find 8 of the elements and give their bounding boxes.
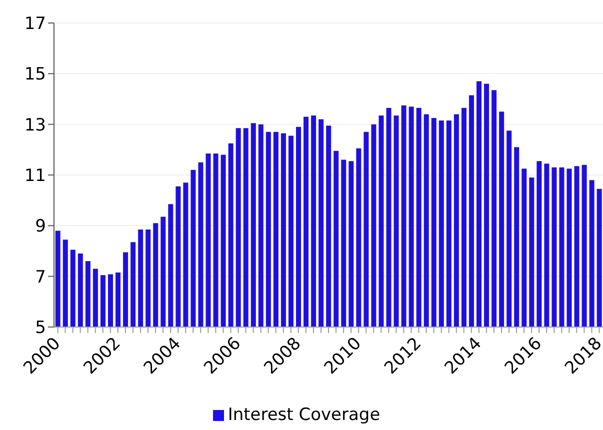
y-tick-label: 9 <box>35 216 46 237</box>
y-tick-label: 15 <box>24 64 46 85</box>
y-tick-label: 13 <box>24 115 46 136</box>
y-tick-label: 5 <box>35 318 46 338</box>
y-tick-label: 17 <box>24 14 46 34</box>
legend-label: Interest Coverage <box>228 405 380 425</box>
y-tick-label: 11 <box>24 166 46 186</box>
y-tick-label: 7 <box>35 267 46 288</box>
